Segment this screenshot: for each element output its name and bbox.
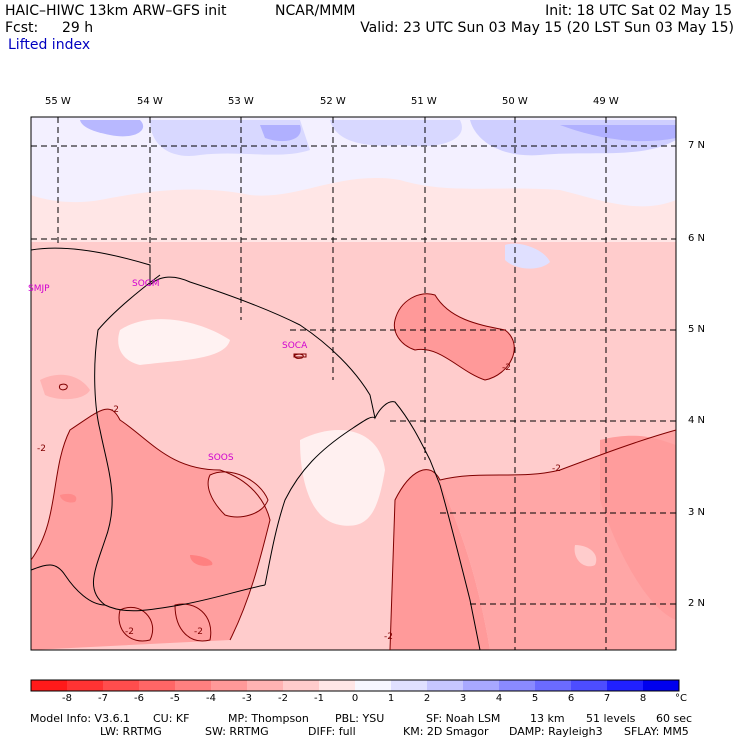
station-markers <box>293 353 307 358</box>
colorbar-cell <box>211 680 248 691</box>
damp-scheme: DAMP: Rayleigh3 <box>509 725 603 738</box>
lat-label-4n: 4 N <box>688 415 706 426</box>
lw-scheme: LW: RRTMG <box>100 725 162 738</box>
contour-label: -2 <box>502 363 511 373</box>
pbl-scheme: PBL: YSU <box>335 712 385 725</box>
colorbar-cell <box>319 680 356 691</box>
levels: 51 levels <box>586 712 636 725</box>
colorbar-cell <box>247 680 284 691</box>
colorbar-cell <box>283 680 320 691</box>
sflay-scheme: SFLAY: MM5 <box>624 725 689 738</box>
map-frame <box>30 116 677 651</box>
contour-label: -2 <box>37 444 46 454</box>
colorbar-cell <box>427 680 464 691</box>
colorbar-cells <box>31 680 680 691</box>
km-scheme: KM: 2D Smagor <box>403 725 489 738</box>
lon-label-50w: 50 W <box>502 96 528 107</box>
center-title: NCAR/MMM <box>275 3 356 19</box>
cu-scheme: CU: KF <box>153 712 190 725</box>
field-shading <box>31 117 676 650</box>
colorbar-tick-label: 6 <box>567 693 575 704</box>
colorbar-cell <box>31 680 68 691</box>
colorbar-tick-label: 7 <box>603 693 611 704</box>
contour-label: -2 <box>110 405 119 415</box>
colorbar-tick-label: 0 <box>351 693 359 704</box>
colorbar-cell <box>355 680 392 691</box>
contour-label: -2 <box>125 627 134 637</box>
contour-label: -2 <box>194 627 203 637</box>
contour-label: -2 <box>384 632 393 642</box>
colorbar <box>30 679 680 692</box>
colorbar-cell <box>175 680 212 691</box>
lon-label-54w: 54 W <box>137 96 163 107</box>
mp-scheme: MP: Thompson <box>228 712 309 725</box>
colorbar-cell <box>103 680 140 691</box>
colorbar-cell <box>571 680 608 691</box>
lon-label-52w: 52 W <box>320 96 346 107</box>
colorbar-cell <box>643 680 680 691</box>
contours <box>30 293 677 651</box>
model-info: Model Info: V3.6.1 <box>30 712 131 725</box>
colorbar-tick-label: -3 <box>242 693 252 704</box>
lat-label-7n: 7 N <box>688 140 706 151</box>
diff-scheme: DIFF: full <box>308 725 356 738</box>
lat-label-2n: 2 N <box>688 598 706 609</box>
colorbar-tick-label: -8 <box>62 693 72 704</box>
colorbar-tick-label: 5 <box>531 693 539 704</box>
colorbar-cell <box>391 680 428 691</box>
station-sogm: SOGM <box>132 279 160 289</box>
lon-label-51w: 51 W <box>411 96 437 107</box>
colorbar-tick-label: 8 <box>639 693 647 704</box>
colorbar-tick-label: -7 <box>98 693 108 704</box>
lon-label-55w: 55 W <box>45 96 71 107</box>
sw-scheme: SW: RRTMG <box>205 725 269 738</box>
colorbar-tick-label: 3 <box>459 693 467 704</box>
colorbar-cell <box>607 680 644 691</box>
station-smjp: SMJP <box>28 284 50 294</box>
contour-label: -2 <box>552 464 561 474</box>
colorbar-tick-label: -6 <box>134 693 144 704</box>
lat-label-6n: 6 N <box>688 233 706 244</box>
sf-scheme: SF: Noah LSM <box>426 712 501 725</box>
coastlines-borders <box>30 247 481 651</box>
colorbar-tick-label: -5 <box>170 693 180 704</box>
colorbar-tick-label: 1 <box>387 693 395 704</box>
colorbar-tick-label: -1 <box>314 693 324 704</box>
forecast-hour: 29 h <box>62 20 94 36</box>
colorbar-tick-label: -4 <box>206 693 216 704</box>
colorbar-cell <box>535 680 572 691</box>
colorbar-cell <box>499 680 536 691</box>
timestep: 60 sec <box>656 712 693 725</box>
model-title: HAIC–HIWC 13km ARW–GFS init <box>5 3 227 19</box>
resolution: 13 km <box>530 712 565 725</box>
colorbar-tick-label: -2 <box>278 693 288 704</box>
init-time: Init: 18 UTC Sat 02 May 15 <box>545 3 732 19</box>
valid-time: Valid: 23 UTC Sun 03 May 15 (20 LST Sun … <box>360 20 734 36</box>
field-name: Lifted index <box>8 37 91 53</box>
colorbar-cell <box>67 680 104 691</box>
colorbar-cell <box>463 680 500 691</box>
forecast-label: Fcst: <box>5 20 39 36</box>
colorbar-unit: °C <box>675 693 687 704</box>
lon-label-49w: 49 W <box>593 96 619 107</box>
colorbar-cell <box>139 680 176 691</box>
station-soca: SOCA <box>282 341 308 351</box>
colorbar-tick-label: 4 <box>495 693 503 704</box>
lat-label-3n: 3 N <box>688 507 706 518</box>
lat-lon-grid <box>31 117 676 650</box>
station-soos: SOOS <box>208 453 234 463</box>
colorbar-tick-label: 2 <box>423 693 431 704</box>
lat-label-5n: 5 N <box>688 324 706 335</box>
lon-label-53w: 53 W <box>228 96 254 107</box>
